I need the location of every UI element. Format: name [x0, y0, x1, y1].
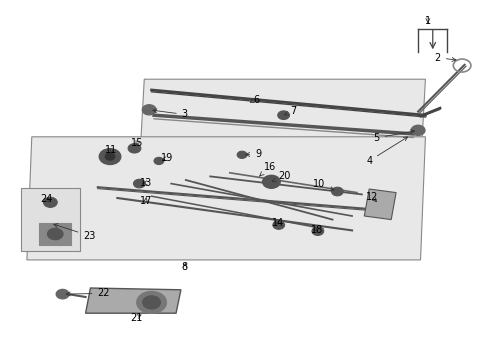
Text: 4: 4 [366, 137, 407, 166]
Polygon shape [27, 137, 425, 260]
Circle shape [154, 157, 163, 165]
Polygon shape [85, 288, 181, 313]
Text: 23: 23 [54, 224, 96, 241]
Text: 7: 7 [284, 106, 296, 116]
Circle shape [331, 187, 343, 196]
Circle shape [262, 175, 280, 188]
Circle shape [142, 296, 160, 309]
Text: 5: 5 [373, 130, 414, 143]
Circle shape [56, 289, 69, 299]
Bar [39, 223, 71, 245]
Text: 24: 24 [40, 194, 53, 204]
Circle shape [128, 144, 141, 153]
Polygon shape [20, 188, 80, 251]
Text: 20: 20 [272, 171, 290, 182]
Circle shape [237, 151, 246, 158]
Circle shape [272, 221, 284, 229]
Text: 22: 22 [66, 288, 110, 298]
Text: 11: 11 [105, 145, 118, 155]
Text: 9: 9 [245, 149, 261, 159]
Polygon shape [139, 79, 425, 167]
Circle shape [47, 228, 63, 240]
Text: 21: 21 [129, 312, 142, 323]
Text: 2: 2 [434, 53, 455, 63]
Text: 10: 10 [312, 179, 333, 190]
Circle shape [43, 197, 57, 207]
Text: 3: 3 [153, 109, 187, 120]
Circle shape [142, 105, 156, 115]
Text: 18: 18 [310, 225, 323, 235]
Polygon shape [364, 189, 395, 220]
Text: 16: 16 [259, 162, 276, 176]
Text: 12: 12 [366, 192, 378, 202]
Text: 13: 13 [139, 178, 152, 188]
Text: 8: 8 [182, 262, 187, 272]
Text: 19: 19 [161, 153, 173, 163]
Circle shape [137, 292, 166, 313]
Circle shape [105, 153, 115, 160]
Circle shape [277, 111, 289, 120]
Text: 14: 14 [271, 218, 284, 228]
Text: 15: 15 [130, 138, 143, 148]
Circle shape [311, 227, 323, 235]
Circle shape [133, 179, 145, 188]
Text: 1: 1 [424, 15, 430, 26]
Text: 6: 6 [250, 95, 259, 105]
Circle shape [410, 125, 424, 135]
Circle shape [99, 149, 121, 165]
Text: 17: 17 [139, 196, 152, 206]
